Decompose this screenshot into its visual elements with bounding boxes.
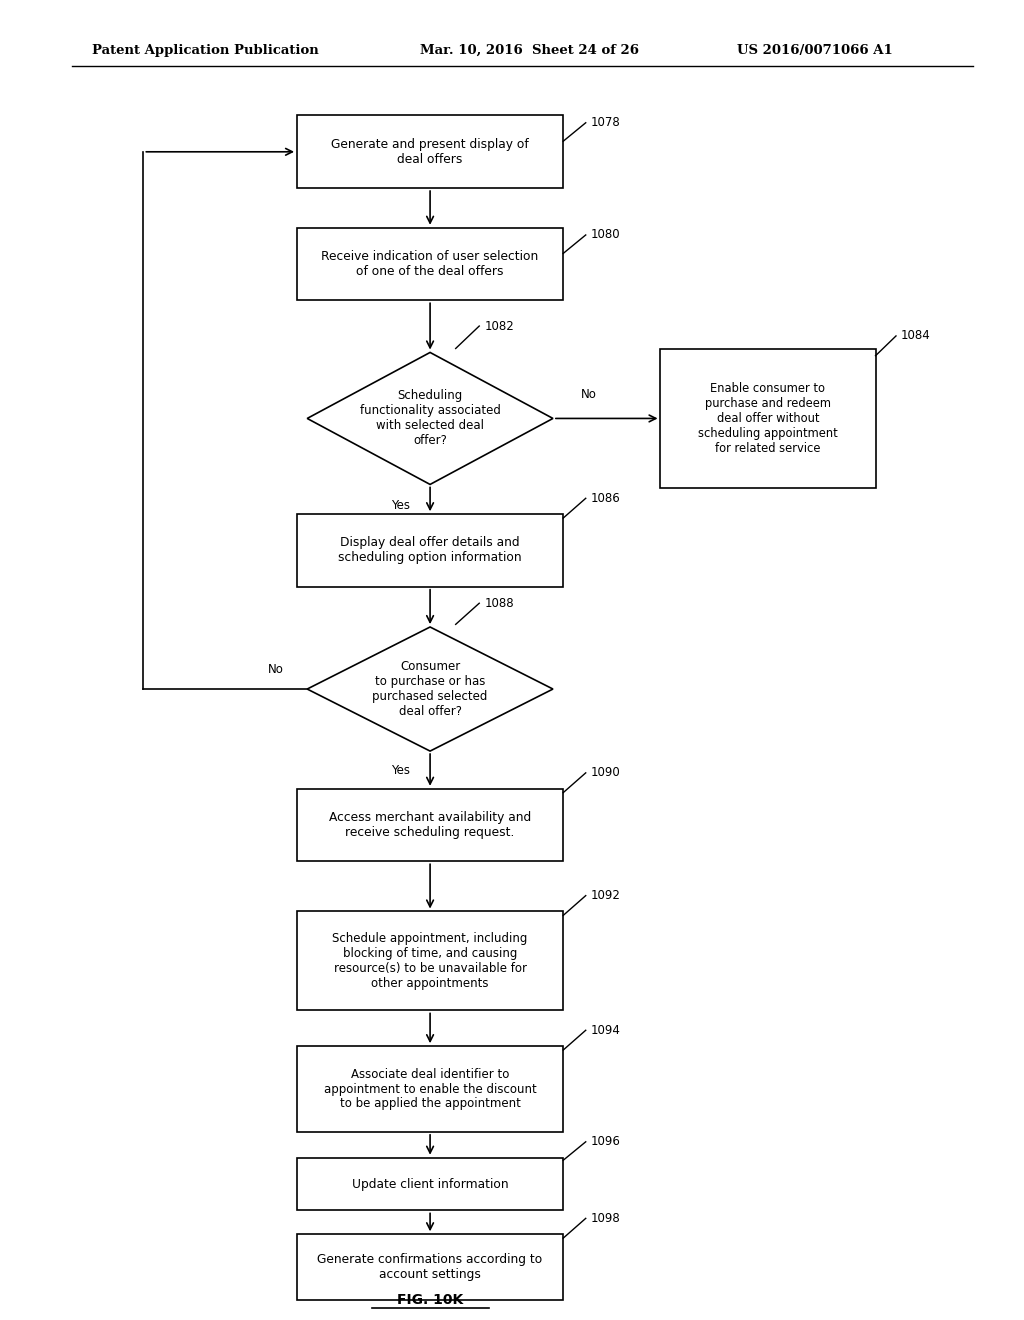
Text: No: No bbox=[582, 388, 597, 401]
Text: Yes: Yes bbox=[391, 499, 411, 512]
Text: Generate confirmations according to
account settings: Generate confirmations according to acco… bbox=[317, 1253, 543, 1282]
Text: Update client information: Update client information bbox=[352, 1177, 508, 1191]
FancyBboxPatch shape bbox=[297, 789, 563, 862]
Text: Generate and present display of
deal offers: Generate and present display of deal off… bbox=[331, 137, 529, 166]
Text: Enable consumer to
purchase and redeem
deal offer without
scheduling appointment: Enable consumer to purchase and redeem d… bbox=[698, 381, 838, 455]
FancyBboxPatch shape bbox=[297, 513, 563, 586]
Text: US 2016/0071066 A1: US 2016/0071066 A1 bbox=[737, 44, 893, 57]
Text: No: No bbox=[268, 663, 285, 676]
FancyBboxPatch shape bbox=[297, 1234, 563, 1300]
Polygon shape bbox=[307, 627, 553, 751]
Text: Display deal offer details and
scheduling option information: Display deal offer details and schedulin… bbox=[338, 536, 522, 565]
FancyBboxPatch shape bbox=[297, 1158, 563, 1210]
Text: 1094: 1094 bbox=[591, 1024, 621, 1036]
Text: 1078: 1078 bbox=[591, 116, 621, 129]
Text: 1088: 1088 bbox=[484, 597, 514, 610]
Text: Associate deal identifier to
appointment to enable the discount
to be applied th: Associate deal identifier to appointment… bbox=[324, 1068, 537, 1110]
Text: Patent Application Publication: Patent Application Publication bbox=[92, 44, 318, 57]
FancyBboxPatch shape bbox=[660, 348, 876, 487]
Text: Receive indication of user selection
of one of the deal offers: Receive indication of user selection of … bbox=[322, 249, 539, 279]
Text: Scheduling
functionality associated
with selected deal
offer?: Scheduling functionality associated with… bbox=[359, 389, 501, 447]
Text: 1090: 1090 bbox=[591, 767, 621, 779]
Text: FIG. 10K: FIG. 10K bbox=[397, 1292, 463, 1307]
FancyBboxPatch shape bbox=[297, 227, 563, 300]
Text: 1084: 1084 bbox=[901, 330, 931, 342]
FancyBboxPatch shape bbox=[297, 1045, 563, 1133]
Text: 1096: 1096 bbox=[591, 1135, 621, 1148]
Text: 1080: 1080 bbox=[591, 228, 621, 242]
Text: Mar. 10, 2016  Sheet 24 of 26: Mar. 10, 2016 Sheet 24 of 26 bbox=[420, 44, 639, 57]
Polygon shape bbox=[307, 352, 553, 484]
Text: Schedule appointment, including
blocking of time, and causing
resource(s) to be : Schedule appointment, including blocking… bbox=[333, 932, 527, 990]
FancyBboxPatch shape bbox=[297, 911, 563, 1011]
FancyBboxPatch shape bbox=[297, 115, 563, 187]
Text: Yes: Yes bbox=[391, 764, 411, 777]
Text: Access merchant availability and
receive scheduling request.: Access merchant availability and receive… bbox=[329, 810, 531, 840]
Text: 1092: 1092 bbox=[591, 890, 621, 902]
Text: 1086: 1086 bbox=[591, 492, 621, 504]
Text: 1098: 1098 bbox=[591, 1212, 621, 1225]
Text: 1082: 1082 bbox=[484, 319, 514, 333]
Text: Consumer
to purchase or has
purchased selected
deal offer?: Consumer to purchase or has purchased se… bbox=[373, 660, 487, 718]
